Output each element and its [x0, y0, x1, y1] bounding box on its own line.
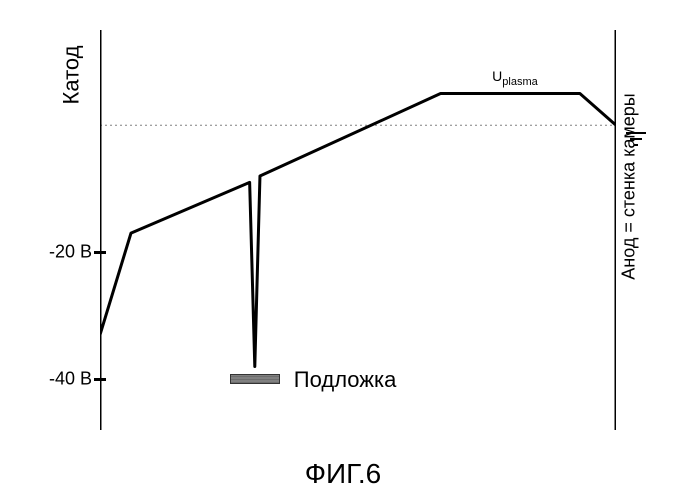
chart-container: -20 В -40 В Катод Анод = стенка камеры П…: [20, 20, 666, 440]
label-anode: Анод = стенка камеры: [619, 93, 640, 279]
label-series: Uplasma: [492, 68, 538, 88]
y-tick-label-20: -20 В: [49, 242, 92, 263]
y-tick-mark-40: [94, 378, 106, 381]
y-tick-mark-20: [94, 251, 106, 254]
label-substrate: Подложка: [294, 367, 397, 393]
label-cathode: Катод: [59, 45, 85, 104]
figure-caption: ФИГ.6: [0, 458, 686, 490]
y-tick-label-40: -40 В: [49, 369, 92, 390]
series-symbol: U: [492, 68, 502, 84]
series-subscript: plasma: [502, 76, 537, 88]
plot-area: -20 В -40 В Катод Анод = стенка камеры П…: [100, 30, 616, 430]
substrate-marker: [230, 374, 280, 384]
